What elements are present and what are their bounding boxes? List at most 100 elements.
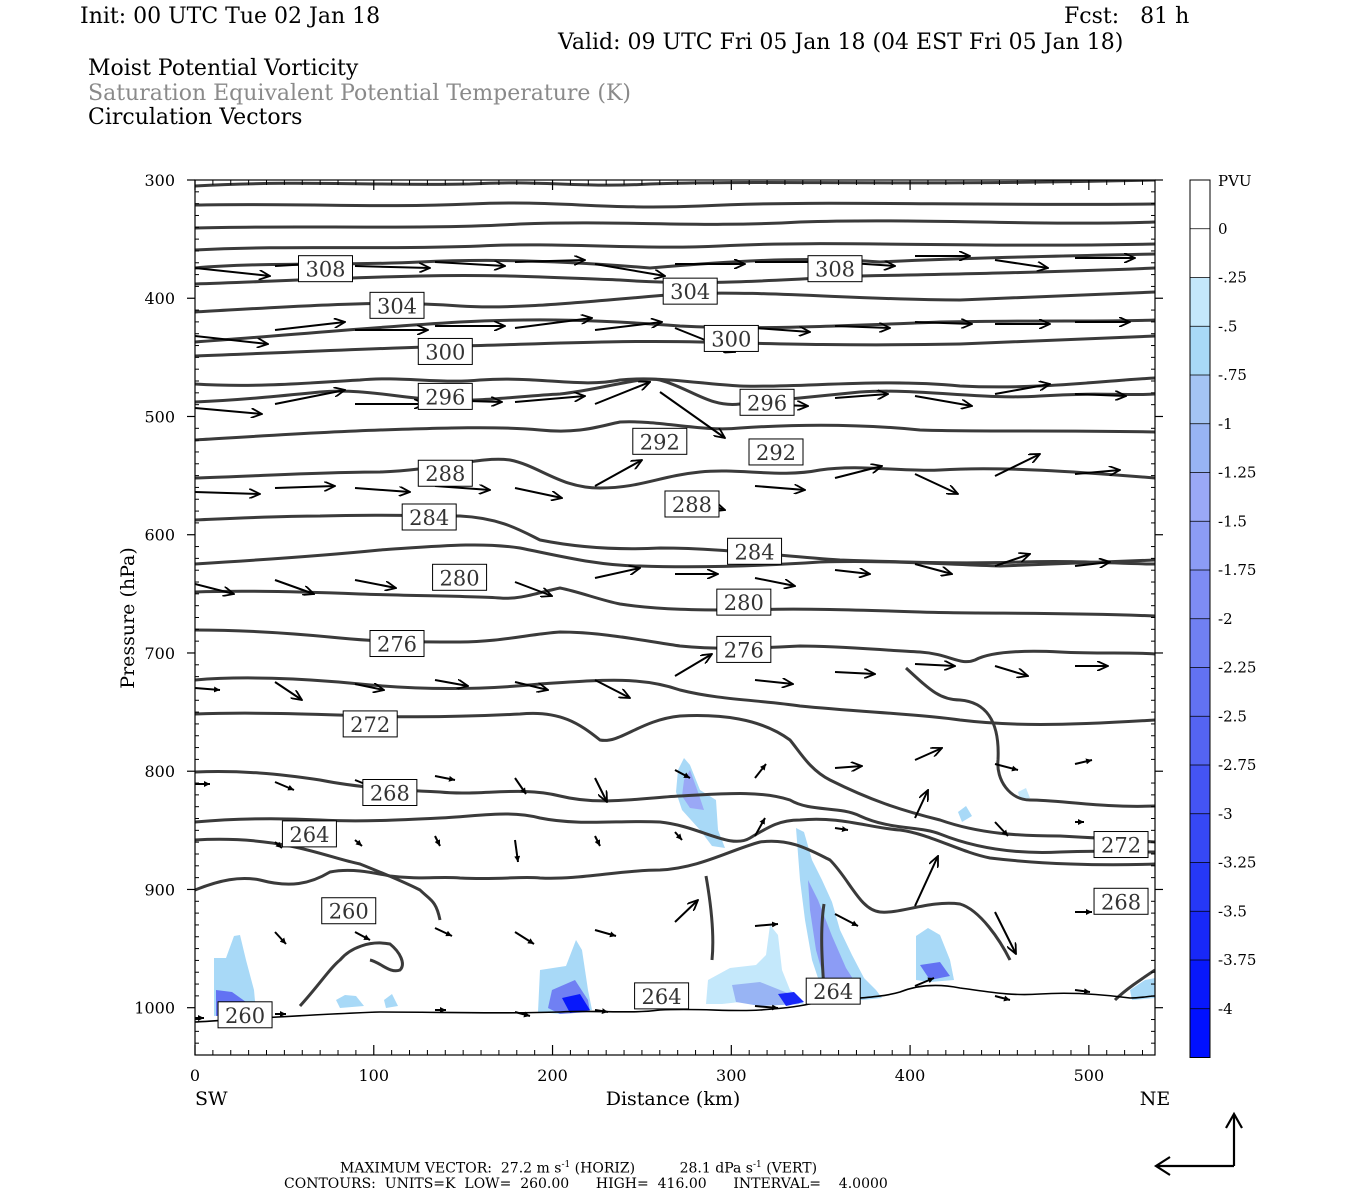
contour-label-box — [401, 503, 457, 531]
colorbar-swatch — [1190, 521, 1210, 570]
colorbar-label: -2.25 — [1218, 659, 1256, 677]
colorbar-label: -.75 — [1218, 366, 1247, 384]
init-time: Init: 00 UTC Tue 02 Jan 18 — [80, 4, 381, 29]
mpv-blob — [1130, 978, 1155, 1000]
vector-arrow — [594, 460, 642, 487]
vector-arrow — [914, 790, 928, 819]
contour-label-box — [805, 977, 861, 1005]
y-tick-label: 1000 — [134, 999, 175, 1018]
colorbar-label: -.5 — [1218, 317, 1237, 335]
contour-label: 296 — [425, 385, 465, 409]
colorbar-swatch — [1190, 228, 1210, 278]
vector-arrow — [914, 856, 938, 907]
contour-line — [195, 676, 1155, 726]
colorbar-label: 0 — [1218, 220, 1228, 238]
contour-line — [195, 376, 1155, 389]
colorbar: PVU 0 -.25 -.5 -.75 -1 -1.25 -1.5 -1.75 -2 -2.25 -2… — [1189, 172, 1256, 1058]
vert-exponent: -1 — [752, 1160, 762, 1170]
contour-line — [195, 628, 1155, 664]
vector-arrow — [994, 763, 1019, 772]
contour-line — [195, 586, 1155, 618]
contour-label-box — [634, 982, 690, 1010]
vector-arrow — [594, 1008, 609, 1015]
vector-arrow — [1074, 758, 1093, 765]
vector-arrow — [754, 921, 779, 928]
contour-label: 284 — [409, 506, 449, 530]
contour-label-box — [632, 427, 688, 455]
contour-label-box — [321, 897, 377, 925]
vector-arrow — [594, 382, 650, 405]
vector-arrow — [914, 977, 935, 987]
max-horiz-value: 27.2 m s — [500, 1160, 562, 1177]
contour-label-box — [727, 537, 783, 565]
mpv-blob — [706, 925, 804, 1006]
vector-arrow — [994, 995, 1011, 1002]
x-tick-label: 500 — [1074, 1066, 1105, 1085]
y-tick-label: 300 — [144, 171, 175, 190]
y-tick-label: 900 — [144, 880, 175, 899]
contour-label: 300 — [425, 340, 465, 364]
contour-line — [704, 875, 715, 961]
axes: 300 400 500 600 700 800 900 1000 0 100 200 300 400 50… — [117, 171, 1170, 1110]
horiz-tag: (HORIZ) — [574, 1160, 636, 1177]
vector-arrow — [994, 454, 1040, 477]
mpv-blob — [682, 770, 704, 810]
vector-arrow — [1074, 470, 1120, 474]
contour-label: 308 — [815, 258, 855, 282]
vector-arrow — [674, 654, 712, 677]
colorbar-swatch — [1190, 667, 1210, 717]
contour-label: 276 — [377, 633, 417, 657]
vector-arrow — [514, 1011, 531, 1018]
colorbar-swatch — [1190, 472, 1210, 522]
contour-line — [195, 543, 1155, 569]
contour-label: 292 — [640, 430, 680, 454]
colorbar-label: -2.5 — [1218, 707, 1247, 725]
vector-arrow — [834, 326, 890, 328]
contour-label-box — [662, 277, 718, 305]
valid-time: Valid: 09 UTC Fri 05 Jan 18 (04 EST Fri … — [558, 30, 1124, 55]
vector-arrow — [994, 911, 1016, 954]
contour-label-box — [664, 490, 720, 518]
mpv-blob — [1018, 788, 1030, 800]
x-tick-label: 400 — [895, 1066, 926, 1085]
contour-label: 268 — [1101, 890, 1141, 914]
contour-labels: 3083043002962882842802762722682642602603… — [217, 255, 1149, 1029]
contour-line — [904, 666, 1155, 808]
mpv-blob — [796, 828, 882, 1000]
x-tick-label: 0 — [190, 1066, 200, 1085]
contour-label: 292 — [756, 441, 796, 465]
vector-arrow — [434, 775, 456, 782]
colorbar-label: -1 — [1218, 415, 1233, 433]
colorbar-swatch — [1190, 180, 1210, 229]
colorbar-label: -3.25 — [1218, 854, 1256, 872]
colorbar-swatch — [1190, 862, 1210, 912]
vector-arrow — [914, 473, 958, 494]
vector-arrow — [274, 841, 283, 849]
vector-arrow — [354, 579, 396, 588]
contour-line — [195, 201, 1155, 209]
colorbar-label: -.25 — [1218, 269, 1247, 287]
contour-label-box — [369, 291, 425, 319]
vector-arrow — [994, 384, 1050, 395]
contour-label-box — [417, 459, 473, 487]
mpv-blob — [336, 995, 364, 1008]
vector-arrow — [354, 931, 371, 941]
vector-arrow — [354, 488, 410, 492]
vector-arrow — [914, 395, 972, 406]
contour-label-box — [417, 337, 473, 365]
colorbar-swatch — [1190, 765, 1210, 814]
contour-label-box — [1093, 887, 1149, 915]
field-title-mpv: Moist Potential Vorticity — [88, 56, 359, 81]
vector-arrow — [994, 821, 1009, 837]
contour-line — [195, 812, 1155, 867]
vector-arrow — [274, 579, 314, 594]
colorbar-swatch — [1190, 1008, 1210, 1058]
vector-arrow — [674, 831, 683, 841]
colorbar-swatch — [1190, 716, 1210, 765]
vector-arrow — [514, 260, 585, 262]
vector-arrow — [1074, 394, 1126, 396]
vector-arrow — [754, 328, 810, 332]
mpv-blob — [562, 994, 590, 1013]
vector-arrow — [674, 900, 698, 923]
vector-arrow — [754, 486, 805, 490]
